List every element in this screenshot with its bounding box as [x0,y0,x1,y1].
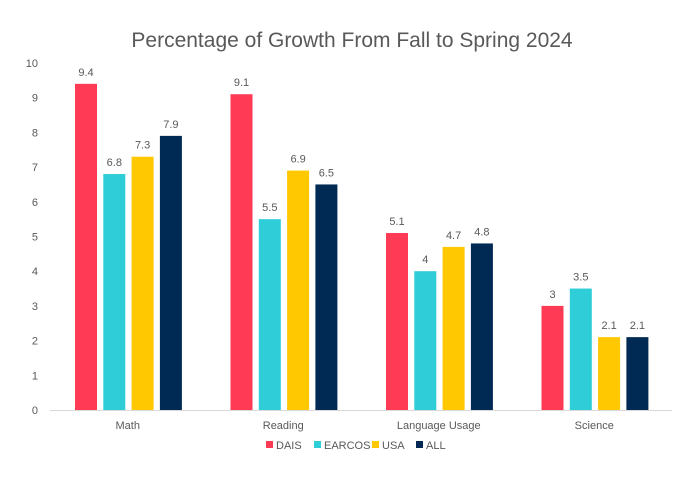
data-label: 4 [422,254,428,266]
bar-all-math [159,135,182,410]
legend-label: EARCOS [324,440,370,452]
y-tick-label: 1 [32,370,38,382]
x-tick-label: Science [575,420,614,432]
data-label: 5.5 [262,202,277,214]
data-label: 6.8 [107,157,122,169]
bar-usa-language-usage [442,246,465,410]
legend-label: USA [382,440,405,452]
bar-all-science [626,337,649,410]
data-label: 5.1 [389,216,404,228]
bar-usa-math [131,156,154,410]
legend-item-dais: DAIS [266,440,302,452]
y-tick-label: 2 [32,336,38,348]
legend-swatch [314,441,321,448]
x-tick-label: Math [116,420,140,432]
bar-dais-reading [230,94,253,410]
chart-title: Percentage of Growth From Fall to Spring… [131,29,573,52]
x-tick-label: Language Usage [397,420,481,432]
x-tick-label: Reading [263,420,304,432]
y-tick-label: 3 [32,301,38,313]
data-label: 3.5 [573,272,588,284]
data-label: 2.1 [601,320,616,332]
bar-earcos-math [103,174,126,410]
bar-all-reading [315,184,338,410]
legend-swatch [416,441,423,448]
y-tick-label: 0 [32,405,38,417]
bar-dais-math [75,83,97,410]
data-label: 4.8 [474,226,489,238]
bar-earcos-reading [258,219,281,410]
legend-swatch [372,441,379,448]
y-tick-label: 9 [32,93,38,105]
legend-label: DAIS [276,440,302,452]
data-label: 9.1 [234,77,249,89]
data-label: 2.1 [630,320,645,332]
legend-swatch [266,441,273,448]
data-label: 6.9 [290,154,305,166]
legend-item-all: ALL [416,440,446,452]
y-tick-label: 4 [32,266,38,278]
data-label: 9.4 [78,67,93,79]
bar-dais-language-usage [386,233,408,410]
bar-dais-science [541,305,564,410]
y-tick-label: 10 [26,58,38,70]
data-label: 6.5 [319,167,334,179]
bar-earcos-science [569,288,592,410]
data-label: 4.7 [446,230,461,242]
bar-usa-reading [287,170,310,410]
data-label: 7.3 [135,140,150,152]
legend-label: ALL [426,440,446,452]
y-tick-label: 5 [32,232,38,244]
y-tick-label: 6 [32,197,38,209]
data-label: 7.9 [163,119,178,131]
y-tick-label: 8 [32,127,38,139]
bar-usa-science [598,337,621,410]
data-label: 3 [549,289,555,301]
bar-earcos-language-usage [414,271,437,410]
y-tick-label: 7 [32,162,38,174]
bar-all-language-usage [470,243,493,410]
legend-item-usa: USA [372,440,405,452]
legend-item-earcos: EARCOS [314,440,370,452]
